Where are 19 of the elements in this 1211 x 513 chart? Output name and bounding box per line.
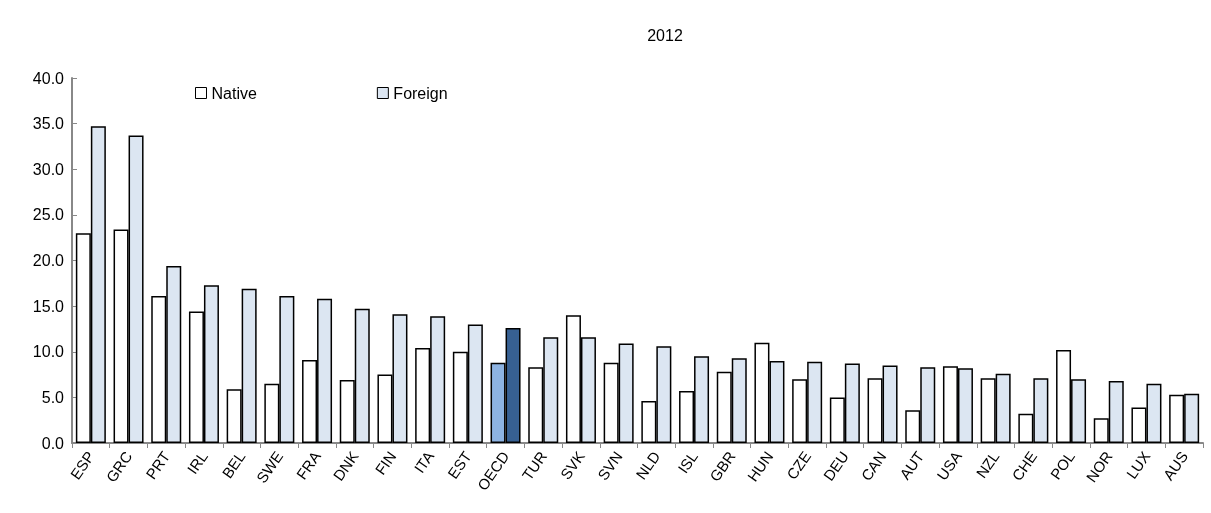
x-tick-label: ITA [410,448,438,477]
y-tick-label: 15.0 [32,297,65,315]
y-tick-label: 5.0 [41,388,65,406]
x-tick-label: ISL [674,448,702,477]
chart-title: 2012 [647,26,683,44]
x-tick-label: FIN [371,448,400,478]
y-tick-label: 20.0 [32,252,65,269]
x-tick-label: NZL [972,448,1003,482]
x-tick-label: IRL [183,448,211,477]
y-tick-label: 40.0 [32,69,65,87]
legend-label: Foreign [393,84,448,102]
y-tick-label: 25.0 [32,206,65,224]
x-tick-label: BEL [218,448,249,482]
y-tick-label: 0.0 [41,434,65,452]
y-tick-label: 30.0 [32,160,65,178]
legend-label: Native [211,84,257,102]
y-tick-label: 35.0 [32,115,65,133]
x-tick-label: POL [1046,448,1079,483]
y-tick-label: 10.0 [32,343,65,361]
